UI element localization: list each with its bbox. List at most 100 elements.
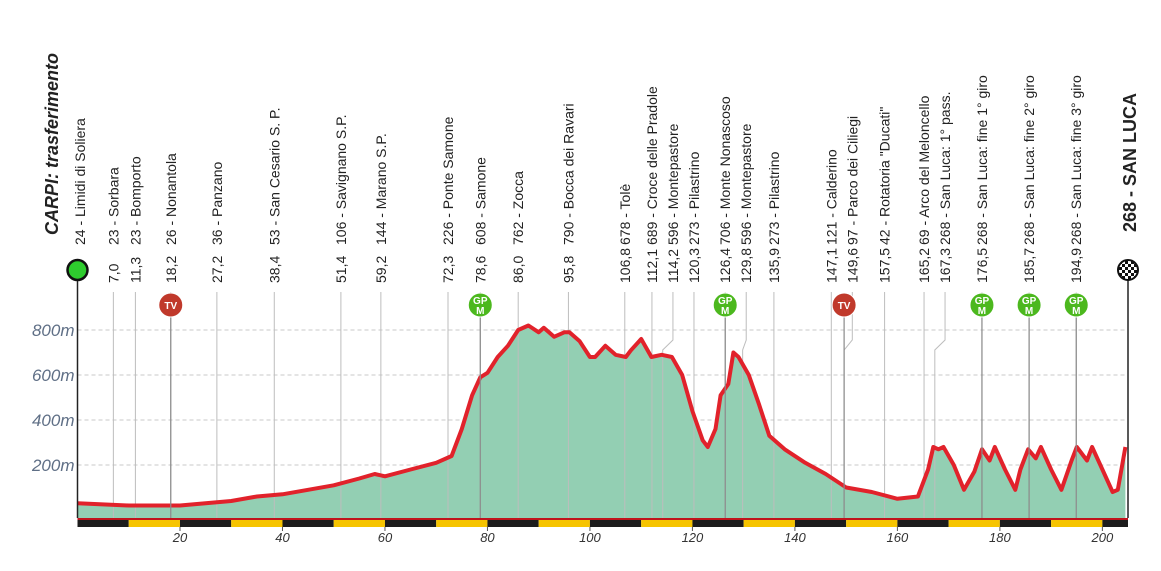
km-stripe bbox=[948, 518, 1000, 527]
waypoint-km: 176,5 bbox=[974, 248, 990, 283]
km-stripe bbox=[231, 518, 283, 527]
waypoint-km: 114,2 bbox=[665, 249, 681, 283]
finish-label: 268 - SAN LUCA bbox=[1120, 93, 1140, 232]
y-tick-label: 200m bbox=[31, 456, 75, 475]
km-stripe bbox=[487, 518, 539, 527]
marker bbox=[158, 292, 184, 318]
start-dot bbox=[66, 258, 89, 282]
waypoint-km: 11,3 bbox=[127, 257, 143, 283]
km-stripe bbox=[846, 518, 898, 527]
waypoint-km: 126,4 bbox=[717, 248, 733, 283]
marker bbox=[969, 292, 995, 318]
waypoint-km: 194,9 bbox=[1068, 248, 1084, 283]
marker-text: M bbox=[476, 306, 484, 317]
marker-text: M bbox=[1072, 306, 1080, 317]
waypoint-km: 106,8 bbox=[617, 248, 633, 283]
waypoint-name: 26 - Nonantola bbox=[163, 153, 179, 245]
marker-text: TV bbox=[164, 301, 177, 312]
km-stripe bbox=[282, 518, 334, 527]
waypoint-km: 165,2 bbox=[916, 248, 932, 283]
km-stripe bbox=[77, 518, 129, 527]
x-tick-label: 80 bbox=[480, 530, 495, 545]
km-stripe bbox=[794, 518, 847, 527]
waypoint-line bbox=[742, 292, 747, 518]
marker-text: GP bbox=[1022, 296, 1037, 307]
marker-text: M bbox=[978, 306, 986, 317]
waypoint-name: 53 - San Cesario S. P. bbox=[266, 108, 282, 245]
waypoint-name: 268 - San Luca: 1° pass. bbox=[937, 92, 953, 245]
x-tick-label: 100 bbox=[579, 530, 601, 545]
marker-text: M bbox=[1025, 306, 1033, 317]
stripe-edge bbox=[77, 518, 1128, 520]
waypoint-km: 135,9 bbox=[766, 248, 782, 283]
x-tick-label: 20 bbox=[172, 530, 188, 545]
waypoint-name: 706 - Monte Nonascoso bbox=[717, 96, 733, 245]
waypoint-km: 157,5 bbox=[877, 248, 893, 283]
marker bbox=[831, 292, 857, 318]
waypoint-name: 608 - Samone bbox=[472, 157, 488, 245]
waypoint-name: 23 - Bomporto bbox=[127, 156, 143, 245]
waypoint-km: 7,0 bbox=[105, 263, 121, 283]
waypoint-km: 120,3 bbox=[686, 248, 702, 283]
waypoint-name: 689 - Croce delle Pradole bbox=[644, 86, 660, 245]
waypoint-km: 72,3 bbox=[440, 256, 456, 283]
x-tick-label: 40 bbox=[275, 530, 290, 545]
waypoint-km: 185,7 bbox=[1021, 248, 1037, 283]
waypoint-name: 144 - Marano S.P. bbox=[373, 133, 389, 245]
x-tick-label: 180 bbox=[989, 530, 1011, 545]
waypoint-name: 121 - Calderino bbox=[823, 149, 839, 245]
waypoint-line bbox=[662, 292, 674, 518]
marker bbox=[467, 292, 493, 318]
waypoint-name: 69 - Arco del Meloncello bbox=[916, 95, 932, 245]
waypoint-km: 38,4 bbox=[266, 256, 282, 283]
marker-text: GP bbox=[718, 296, 733, 307]
km-stripe bbox=[333, 518, 385, 527]
start-title: CARPI: trasferimento bbox=[42, 53, 62, 235]
marker-text: M bbox=[721, 306, 729, 317]
y-tick-label: 600m bbox=[32, 366, 75, 385]
waypoint-km: 59,2 bbox=[373, 256, 389, 283]
km-stripe bbox=[538, 518, 590, 527]
x-tick-label: 120 bbox=[682, 530, 704, 545]
waypoint-name: 268 - San Luca: fine 2° giro bbox=[1021, 75, 1037, 245]
waypoint-name: 273 - Pilastrino bbox=[686, 151, 702, 245]
x-tick-label: 60 bbox=[378, 530, 393, 545]
waypoint-name: 106 - Savignano S.P. bbox=[333, 114, 349, 245]
km-stripe bbox=[1051, 518, 1103, 527]
km-stripe bbox=[384, 518, 437, 527]
marker-text: GP bbox=[473, 296, 488, 307]
km-stripe bbox=[436, 518, 488, 527]
marker-text: GP bbox=[975, 296, 990, 307]
waypoint-name: 596 - Montepastore bbox=[665, 123, 681, 245]
x-tick-label: 160 bbox=[887, 530, 909, 545]
waypoint-km: 18,2 bbox=[163, 256, 179, 283]
marker-text: GP bbox=[1069, 296, 1084, 307]
waypoint-km: 129,8 bbox=[738, 248, 754, 283]
marker bbox=[1063, 292, 1089, 318]
waypoint-km: 149,6 bbox=[844, 248, 860, 283]
profile-area bbox=[77, 325, 1126, 518]
waypoint-km: 27,2 bbox=[209, 256, 225, 283]
km-stripe bbox=[999, 518, 1052, 527]
waypoint-km: 95,8 bbox=[560, 256, 576, 283]
finish-flag bbox=[1117, 259, 1139, 281]
start-label: 24 - Limidi di Soliera bbox=[72, 118, 88, 245]
waypoint-name: 268 - San Luca: fine 3° giro bbox=[1068, 75, 1084, 245]
waypoint-km: 167,3 bbox=[937, 248, 953, 283]
km-stripe bbox=[589, 518, 642, 527]
waypoint-name: 273 - Pilastrino bbox=[766, 151, 782, 245]
km-stripe bbox=[692, 518, 744, 527]
x-tick-label: 140 bbox=[784, 530, 806, 545]
waypoint-km: 51,4 bbox=[333, 256, 349, 283]
waypoint-km: 86,0 bbox=[510, 256, 526, 283]
waypoint-line bbox=[934, 292, 946, 518]
marker-text: TV bbox=[838, 301, 851, 312]
km-stripe bbox=[641, 518, 693, 527]
marker bbox=[1016, 292, 1042, 318]
profile-line bbox=[77, 323, 1128, 508]
waypoint-name: 97 - Parco dei Ciliegi bbox=[844, 116, 860, 245]
waypoint-name: 268 - San Luca: fine 1° giro bbox=[974, 75, 990, 245]
x-tick-label: 200 bbox=[1091, 530, 1114, 545]
waypoint-km: 78,6 bbox=[472, 256, 488, 283]
